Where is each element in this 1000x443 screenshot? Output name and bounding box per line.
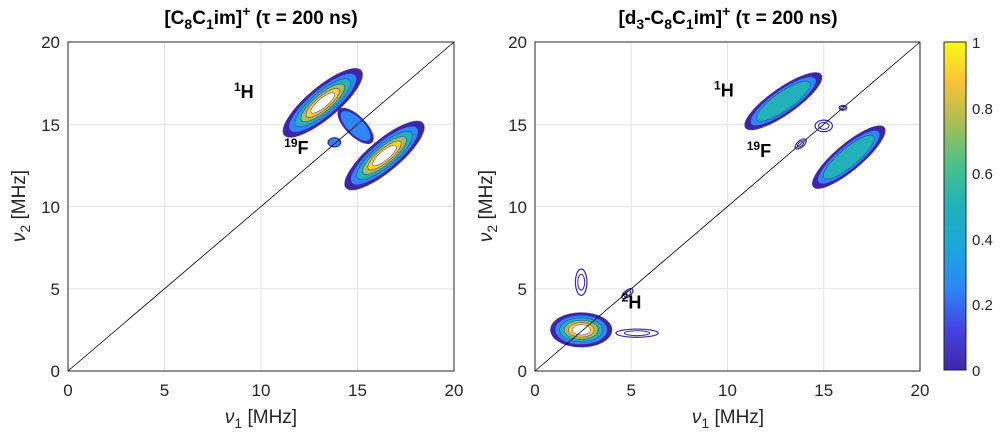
right-y-ticks: 0 5 10 15 20 <box>508 33 527 381</box>
y-tick-label: 0 <box>51 362 60 381</box>
colorbar-ticks: 1 0.8 0.6 0.4 0.2 0 <box>972 35 993 380</box>
colorbar-gradient <box>943 41 967 371</box>
left-y-ticks: 0 5 10 15 20 <box>41 33 60 381</box>
y-tick-label: 10 <box>508 198 527 217</box>
contour-level <box>372 144 397 167</box>
contour-peak <box>838 104 848 111</box>
contour-level <box>328 137 341 147</box>
contour-level <box>818 121 830 130</box>
y-tick-label: 15 <box>41 116 60 135</box>
y-tick-label: 10 <box>41 198 60 217</box>
colorbar-tick-label: 0.8 <box>972 101 993 118</box>
left-x-axis-label: ν1 [MHz] <box>225 407 297 431</box>
y-tick-label: 15 <box>508 116 527 135</box>
annotation-2h: 2H <box>622 290 642 312</box>
contour-peak <box>621 288 634 300</box>
contour-level <box>623 330 651 337</box>
right-x-ticks: 0 5 10 15 20 <box>530 381 929 400</box>
contour-peak <box>814 119 834 133</box>
right-y-axis-label: ν2 [MHz] <box>476 170 500 242</box>
annotation-1h: 1H <box>234 80 254 102</box>
y-tick-label: 20 <box>508 33 527 52</box>
x-tick-label: 0 <box>530 381 539 400</box>
contour-level <box>756 80 811 122</box>
left-diagonal-line <box>67 41 455 372</box>
contour-peak <box>550 312 613 348</box>
x-tick-label: 15 <box>814 381 833 400</box>
left-y-axis-label: ν2 [MHz] <box>9 170 33 242</box>
contour-level <box>814 119 834 133</box>
right-panel: [d3-C8C1im]+ (τ = 200 ns) 0 5 10 15 20 0… <box>476 3 929 431</box>
left-annotations: 1H 19F <box>234 80 309 158</box>
x-tick-label: 5 <box>160 381 169 400</box>
contour-level <box>615 328 659 338</box>
left-x-ticks: 0 5 10 15 20 <box>63 381 463 400</box>
annotation-19f: 19F <box>284 136 308 158</box>
x-tick-label: 20 <box>911 381 930 400</box>
x-tick-label: 10 <box>252 381 271 400</box>
colorbar-tick-label: 1 <box>972 35 980 52</box>
contour-level <box>823 134 875 180</box>
contour-peak <box>744 72 823 131</box>
right-annotations: 1H 19F 2H <box>622 78 771 312</box>
y-tick-label: 20 <box>41 33 60 52</box>
x-tick-label: 5 <box>627 381 636 400</box>
colorbar-tick-label: 0.2 <box>972 297 993 314</box>
left-axes-frame <box>67 41 455 372</box>
left-panel: [C8C1im]+ (τ = 200 ns) 0 5 10 15 20 0 5 … <box>9 3 463 431</box>
colorbar: 1 0.8 0.6 0.4 0.2 0 <box>943 35 993 380</box>
right-x-axis-label: ν1 [MHz] <box>692 407 764 431</box>
colorbar-tick-label: 0.4 <box>972 232 993 249</box>
x-tick-label: 20 <box>445 381 464 400</box>
right-axes-frame <box>534 41 921 372</box>
left-contours <box>282 68 425 191</box>
contour-level <box>623 290 632 298</box>
x-tick-label: 0 <box>63 381 72 400</box>
contour-peak <box>615 328 659 338</box>
contour-level <box>838 104 848 111</box>
colorbar-tick-label: 0.6 <box>972 166 993 183</box>
left-title: [C8C1im]+ (τ = 200 ns) <box>164 3 357 32</box>
contour-level <box>310 92 335 114</box>
right-contours <box>550 72 886 348</box>
x-tick-label: 15 <box>348 381 367 400</box>
contour-level <box>577 273 586 291</box>
y-tick-label: 5 <box>518 280 527 299</box>
annotation-1h: 1H <box>714 78 734 100</box>
x-tick-label: 10 <box>718 381 737 400</box>
contour-peak <box>327 137 342 148</box>
right-title: [d3-C8C1im]+ (τ = 200 ns) <box>618 3 837 32</box>
annotation-19f: 19F <box>747 139 771 161</box>
contour-peak <box>574 268 588 296</box>
contour-peak <box>282 68 363 138</box>
contour-peak <box>344 120 425 191</box>
colorbar-tick-label: 0 <box>972 363 980 380</box>
contour-level <box>621 288 634 300</box>
contour-peak <box>812 125 886 189</box>
y-tick-label: 0 <box>518 362 527 381</box>
contour-level <box>840 105 846 110</box>
right-diagonal-line <box>534 41 921 372</box>
contour-level <box>574 268 588 296</box>
y-tick-label: 5 <box>51 280 60 299</box>
